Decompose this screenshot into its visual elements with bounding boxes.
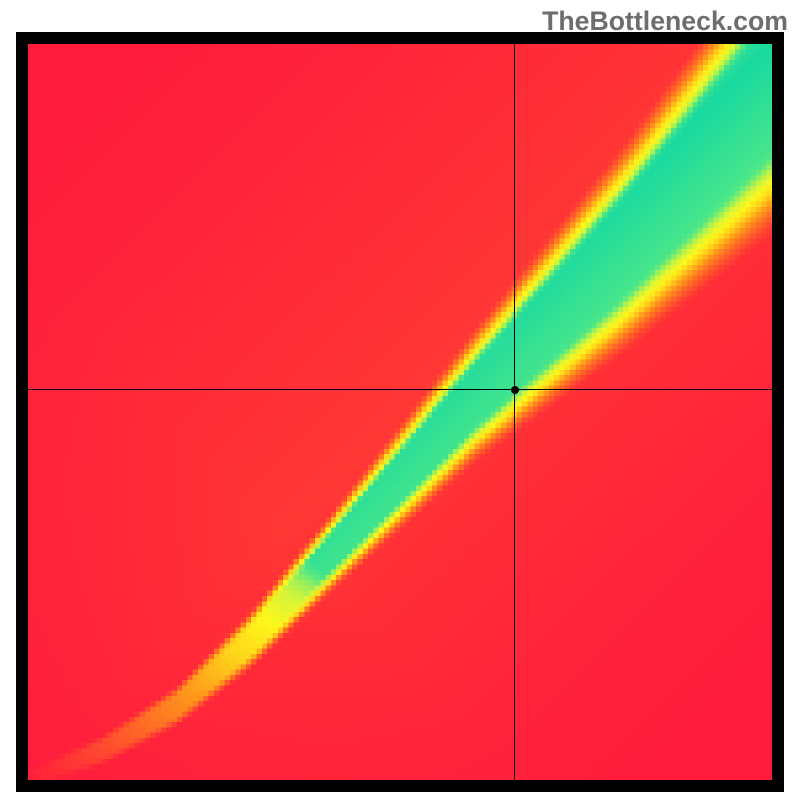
heatmap-canvas	[28, 44, 772, 780]
crosshair-vertical	[514, 44, 515, 780]
chart-container: TheBottleneck.com	[0, 0, 800, 800]
watermark-text: TheBottleneck.com	[542, 6, 788, 37]
crosshair-dot	[511, 386, 519, 394]
crosshair-horizontal	[28, 389, 772, 390]
